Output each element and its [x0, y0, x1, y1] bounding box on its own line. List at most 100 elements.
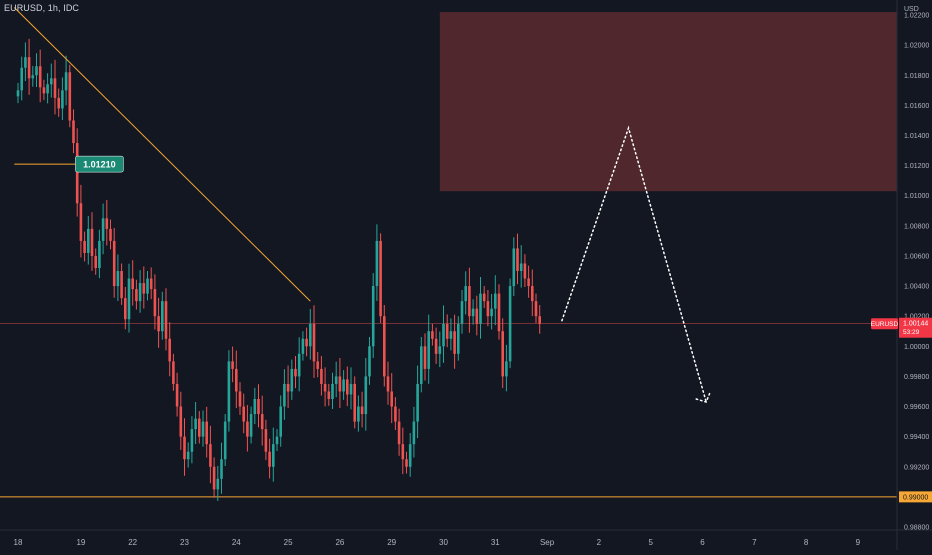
candle-body[interactable]: [375, 240, 379, 287]
candle-body[interactable]: [438, 346, 442, 354]
candle-body[interactable]: [412, 421, 416, 445]
candle-body[interactable]: [146, 278, 149, 294]
candle-body[interactable]: [357, 406, 360, 422]
candle-body[interactable]: [401, 444, 405, 460]
candle-body[interactable]: [105, 218, 109, 229]
candle-body[interactable]: [475, 308, 479, 324]
candle-body[interactable]: [420, 346, 423, 384]
candle-body[interactable]: [527, 278, 530, 287]
candle-body[interactable]: [505, 361, 508, 377]
candle-body[interactable]: [449, 331, 453, 339]
candle-body[interactable]: [320, 368, 323, 384]
symbol-badge[interactable]: [871, 318, 898, 330]
candle-body[interactable]: [90, 228, 94, 256]
candle-body[interactable]: [27, 57, 31, 79]
candle-body[interactable]: [153, 289, 157, 317]
candle-body[interactable]: [442, 323, 445, 347]
candle-body[interactable]: [242, 406, 245, 422]
candle-body[interactable]: [183, 436, 186, 460]
candle-body[interactable]: [468, 286, 471, 317]
candle-body[interactable]: [209, 444, 212, 467]
candle-body[interactable]: [338, 376, 342, 392]
candle-body[interactable]: [72, 120, 75, 144]
candle-body[interactable]: [486, 301, 490, 317]
candle-body[interactable]: [512, 248, 516, 287]
projection-path[interactable]: [561, 125, 707, 403]
candle-body[interactable]: [57, 97, 60, 109]
candle-body[interactable]: [75, 143, 79, 204]
candle-body[interactable]: [279, 406, 282, 437]
candle-body[interactable]: [301, 338, 305, 354]
candle-body[interactable]: [46, 84, 49, 94]
candle-body[interactable]: [360, 406, 364, 415]
candle-body[interactable]: [516, 248, 519, 272]
last-price-badge[interactable]: [899, 317, 932, 338]
candle-body[interactable]: [494, 293, 497, 309]
candle-body[interactable]: [379, 240, 382, 317]
candle-body[interactable]: [457, 323, 460, 354]
candle-body[interactable]: [453, 331, 456, 354]
candle-body[interactable]: [309, 323, 312, 347]
candle-body[interactable]: [235, 368, 238, 392]
candle-body[interactable]: [138, 283, 142, 302]
candle-body[interactable]: [275, 436, 279, 445]
candle-body[interactable]: [53, 78, 57, 98]
candle-body[interactable]: [149, 278, 153, 290]
candle-body[interactable]: [83, 240, 86, 253]
candle-body[interactable]: [227, 361, 231, 422]
candle-body[interactable]: [312, 323, 316, 362]
candle-body[interactable]: [416, 383, 419, 422]
candle-body[interactable]: [35, 66, 38, 76]
candle-body[interactable]: [172, 361, 175, 384]
candle-body[interactable]: [519, 263, 523, 272]
candle-body[interactable]: [371, 286, 375, 347]
candle-body[interactable]: [94, 255, 97, 269]
candle-body[interactable]: [101, 218, 105, 241]
candle-body[interactable]: [38, 66, 42, 88]
candle-body[interactable]: [286, 383, 290, 392]
candle-body[interactable]: [323, 383, 327, 392]
candle-body[interactable]: [316, 361, 319, 369]
candle-body[interactable]: [131, 278, 134, 290]
candle-body[interactable]: [194, 418, 197, 430]
candle-body[interactable]: [198, 418, 201, 437]
candle-body[interactable]: [31, 75, 35, 79]
candle-body[interactable]: [79, 203, 83, 241]
candle-body[interactable]: [220, 459, 223, 479]
candle-body[interactable]: [342, 379, 345, 392]
candle-body[interactable]: [434, 338, 438, 354]
candle-body[interactable]: [186, 451, 190, 460]
candle-body[interactable]: [190, 429, 194, 452]
candle-body[interactable]: [124, 298, 127, 320]
candle-body[interactable]: [427, 331, 430, 369]
candle-body[interactable]: [257, 399, 260, 415]
candle-body[interactable]: [538, 316, 541, 324]
candle-body[interactable]: [490, 308, 493, 317]
candle-body[interactable]: [394, 406, 397, 422]
candle-body[interactable]: [120, 271, 123, 299]
candle-body[interactable]: [471, 308, 475, 317]
candle-body[interactable]: [464, 286, 467, 302]
candle-body[interactable]: [216, 478, 220, 490]
candle-body[interactable]: [24, 57, 27, 68]
candle-body[interactable]: [534, 301, 538, 317]
candle-body[interactable]: [112, 240, 116, 287]
candle-body[interactable]: [142, 283, 146, 294]
candle-body[interactable]: [294, 368, 297, 377]
candle-body[interactable]: [61, 90, 64, 109]
candle-body[interactable]: [16, 90, 20, 97]
candle-body[interactable]: [305, 338, 308, 347]
candle-body[interactable]: [249, 414, 253, 437]
candle-body[interactable]: [353, 383, 356, 422]
candle-body[interactable]: [364, 376, 368, 415]
candle-body[interactable]: [386, 376, 390, 392]
candle-body[interactable]: [349, 383, 353, 395]
price-callout-tag[interactable]: [75, 155, 124, 173]
candle-body[interactable]: [327, 391, 331, 400]
candle-body[interactable]: [175, 383, 179, 407]
candle-body[interactable]: [531, 286, 534, 302]
candle-body[interactable]: [253, 399, 257, 415]
candle-body[interactable]: [297, 353, 301, 377]
resistance-zone[interactable]: [439, 12, 897, 192]
